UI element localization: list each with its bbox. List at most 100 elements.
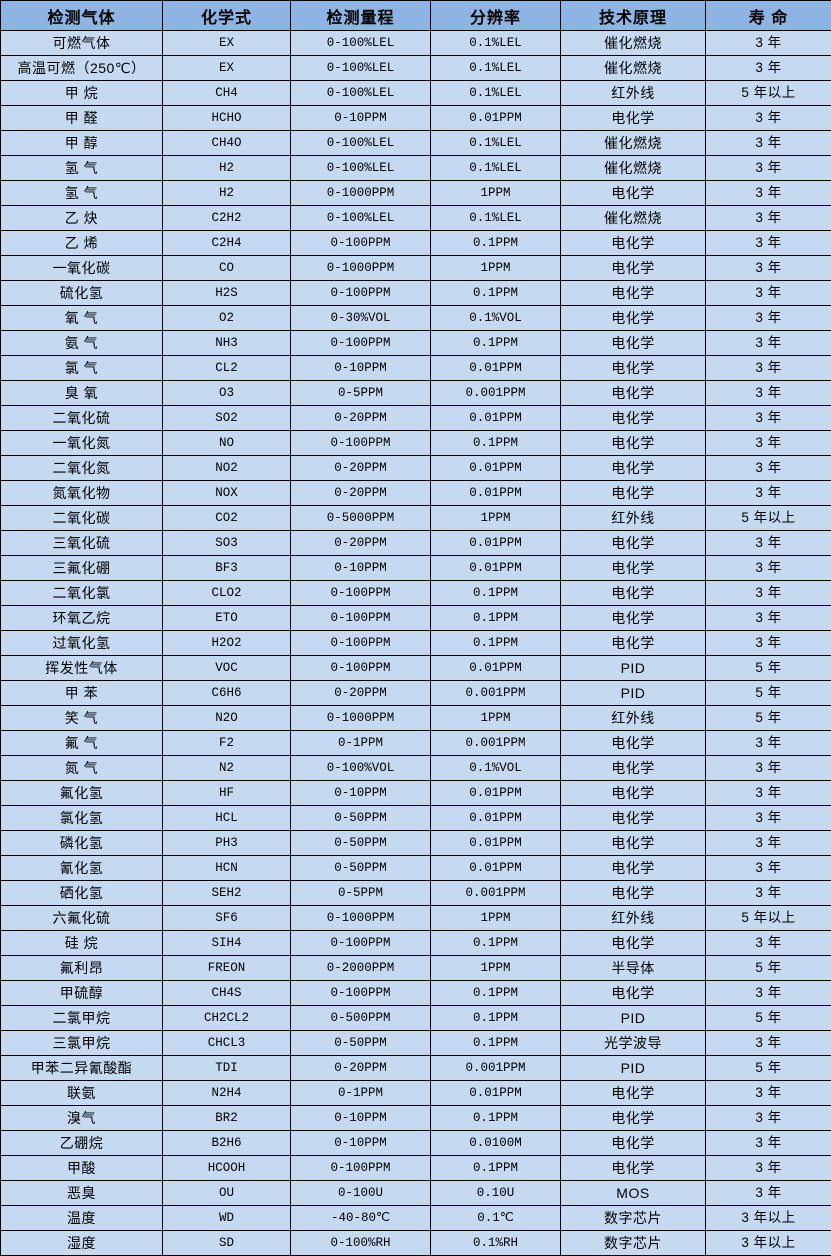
- cell-detection-range: 0-100PPM: [291, 431, 431, 456]
- cell-lifespan: 5 年以上: [706, 506, 831, 531]
- cell-lifespan: 3 年: [706, 56, 831, 81]
- cell-technology-principle: 电化学: [561, 856, 706, 881]
- cell-lifespan: 5 年: [706, 1006, 831, 1031]
- cell-resolution: 1PPM: [431, 956, 561, 981]
- cell-chemical-formula: C2H4: [163, 231, 291, 256]
- cell-resolution: 0.01PPM: [431, 781, 561, 806]
- cell-technology-principle: 电化学: [561, 531, 706, 556]
- cell-resolution: 0.1%LEL: [431, 131, 561, 156]
- cell-detection-range: 0-20PPM: [291, 481, 431, 506]
- cell-technology-principle: 电化学: [561, 306, 706, 331]
- cell-gas-name: 氟 气: [1, 731, 163, 756]
- cell-technology-principle: 电化学: [561, 231, 706, 256]
- cell-resolution: 0.1PPM: [431, 1006, 561, 1031]
- cell-gas-name: 乙 烯: [1, 231, 163, 256]
- column-header-gas-name: 检测气体: [1, 1, 163, 31]
- cell-lifespan: 5 年以上: [706, 906, 831, 931]
- column-header-resolution: 分辨率: [431, 1, 561, 31]
- cell-technology-principle: 数字芯片: [561, 1231, 706, 1256]
- cell-technology-principle: 电化学: [561, 281, 706, 306]
- cell-lifespan: 3 年: [706, 356, 831, 381]
- cell-detection-range: 0-100PPM: [291, 606, 431, 631]
- cell-detection-range: 0-30%VOL: [291, 306, 431, 331]
- cell-detection-range: 0-100PPM: [291, 931, 431, 956]
- cell-detection-range: 0-5PPM: [291, 881, 431, 906]
- cell-technology-principle: PID: [561, 1006, 706, 1031]
- cell-resolution: 1PPM: [431, 906, 561, 931]
- cell-technology-principle: 电化学: [561, 756, 706, 781]
- cell-resolution: 1PPM: [431, 256, 561, 281]
- cell-chemical-formula: HCHO: [163, 106, 291, 131]
- cell-chemical-formula: H2S: [163, 281, 291, 306]
- cell-detection-range: 0-100PPM: [291, 656, 431, 681]
- cell-lifespan: 3 年: [706, 281, 831, 306]
- cell-technology-principle: 电化学: [561, 606, 706, 631]
- cell-gas-name: 可燃气体: [1, 31, 163, 56]
- cell-gas-name: 二氯甲烷: [1, 1006, 163, 1031]
- cell-gas-name: 氮 气: [1, 756, 163, 781]
- cell-detection-range: 0-100%LEL: [291, 156, 431, 181]
- cell-gas-name: 磷化氢: [1, 831, 163, 856]
- cell-detection-range: 0-100PPM: [291, 581, 431, 606]
- cell-gas-name: 硒化氢: [1, 881, 163, 906]
- cell-technology-principle: 电化学: [561, 1081, 706, 1106]
- cell-lifespan: 3 年: [706, 556, 831, 581]
- cell-lifespan: 3 年: [706, 881, 831, 906]
- column-header-chemical-formula: 化学式: [163, 1, 291, 31]
- cell-gas-name: 氰化氢: [1, 856, 163, 881]
- cell-technology-principle: 电化学: [561, 431, 706, 456]
- cell-chemical-formula: CH2CL2: [163, 1006, 291, 1031]
- cell-technology-principle: 电化学: [561, 581, 706, 606]
- cell-lifespan: 3 年: [706, 206, 831, 231]
- cell-resolution: 0.10U: [431, 1181, 561, 1206]
- cell-technology-principle: 半导体: [561, 956, 706, 981]
- cell-gas-name: 甲硫醇: [1, 981, 163, 1006]
- cell-gas-name: 联氨: [1, 1081, 163, 1106]
- cell-detection-range: 0-5PPM: [291, 381, 431, 406]
- cell-detection-range: 0-1PPM: [291, 731, 431, 756]
- cell-detection-range: 0-100%LEL: [291, 31, 431, 56]
- cell-technology-principle: PID: [561, 681, 706, 706]
- cell-resolution: 0.1%LEL: [431, 156, 561, 181]
- cell-gas-name: 甲 苯: [1, 681, 163, 706]
- cell-gas-name: 氧 气: [1, 306, 163, 331]
- cell-technology-principle: 电化学: [561, 931, 706, 956]
- cell-resolution: 0.1%LEL: [431, 81, 561, 106]
- cell-chemical-formula: OU: [163, 1181, 291, 1206]
- cell-resolution: 0.0100M: [431, 1131, 561, 1156]
- cell-chemical-formula: CL2: [163, 356, 291, 381]
- cell-chemical-formula: SO2: [163, 406, 291, 431]
- cell-technology-principle: 电化学: [561, 256, 706, 281]
- cell-gas-name: 甲 醛: [1, 106, 163, 131]
- cell-lifespan: 3 年: [706, 481, 831, 506]
- cell-lifespan: 3 年: [706, 1106, 831, 1131]
- cell-detection-range: 0-20PPM: [291, 456, 431, 481]
- cell-detection-range: 0-20PPM: [291, 406, 431, 431]
- cell-chemical-formula: H2: [163, 156, 291, 181]
- cell-chemical-formula: CO: [163, 256, 291, 281]
- cell-chemical-formula: BR2: [163, 1106, 291, 1131]
- cell-chemical-formula: PH3: [163, 831, 291, 856]
- cell-lifespan: 5 年以上: [706, 81, 831, 106]
- cell-gas-name: 湿度: [1, 1231, 163, 1256]
- cell-technology-principle: 电化学: [561, 981, 706, 1006]
- cell-detection-range: 0-100%VOL: [291, 756, 431, 781]
- cell-gas-name: 二氧化氮: [1, 456, 163, 481]
- cell-chemical-formula: SF6: [163, 906, 291, 931]
- cell-resolution: 0.01PPM: [431, 456, 561, 481]
- cell-gas-name: 过氧化氢: [1, 631, 163, 656]
- cell-technology-principle: MOS: [561, 1181, 706, 1206]
- cell-gas-name: 氟利昂: [1, 956, 163, 981]
